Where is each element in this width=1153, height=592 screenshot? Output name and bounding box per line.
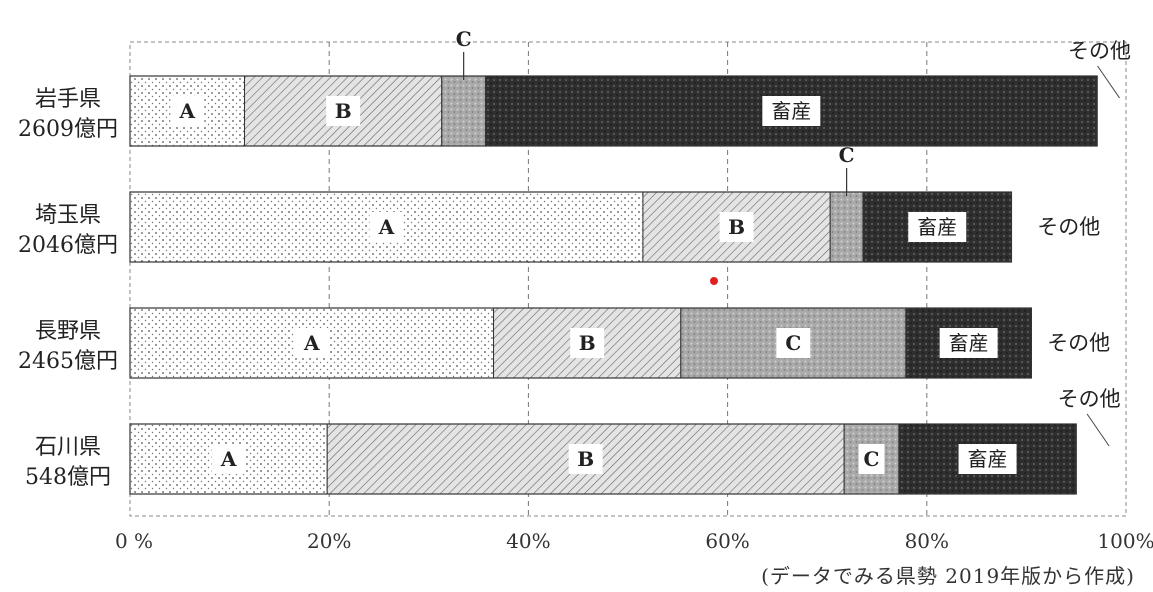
plot-frame <box>129 41 1127 517</box>
label-box <box>326 96 361 126</box>
source-note: (データでみる県勢 2019年版から作成) <box>761 564 1135 588</box>
bar-segment-C <box>829 191 864 263</box>
segment-label-その他: その他 <box>1037 215 1100 239</box>
category-name: 岩手県 <box>35 87 101 112</box>
x-tick-label: 80% <box>905 529 949 553</box>
segment-label-C: C <box>456 27 472 51</box>
segment-label-B: B <box>577 447 594 471</box>
label-box <box>939 328 998 358</box>
x-tick-label: 20% <box>307 529 351 553</box>
segment-label-B: B <box>579 331 596 355</box>
x-tick-label: 0 % <box>115 529 153 553</box>
category-total: 2609億円 <box>18 117 118 142</box>
segment-label-A: A <box>378 215 395 239</box>
label-box <box>568 444 603 474</box>
segment-label-C: C <box>785 331 801 355</box>
label-box <box>369 212 404 242</box>
segment-label-A: A <box>179 99 196 123</box>
label-box <box>908 212 967 242</box>
x-tick-label: 100% <box>1097 529 1153 553</box>
segment-label-畜産: 畜産 <box>771 99 811 123</box>
x-tick-label: 40% <box>506 529 550 553</box>
label-box <box>719 212 754 242</box>
category-total: 2046億円 <box>18 233 118 258</box>
segment-label-畜産: 畜産 <box>968 447 1008 471</box>
label-box <box>211 444 246 474</box>
label-box <box>858 444 885 474</box>
segment-label-B: B <box>728 215 745 239</box>
bar-outline <box>129 191 1013 263</box>
category-total: 548億円 <box>25 465 111 490</box>
leader-line <box>1097 65 1120 99</box>
red-dot-marker <box>710 277 718 285</box>
x-axis-tick-labels: 0 % 20% 40% 60% 80% 100% <box>115 529 1153 553</box>
category-name: 石川県 <box>35 435 101 460</box>
segment-label-畜産: 畜産 <box>949 331 989 355</box>
x-tick-label: 60% <box>705 529 749 553</box>
leader-line <box>1086 413 1110 447</box>
category-total: 2465億円 <box>18 349 118 374</box>
bar-outline <box>129 307 1032 379</box>
bar-segment-C <box>441 75 487 147</box>
segment-label-other: その他 <box>1058 387 1121 411</box>
segment-label-C: C <box>839 143 855 167</box>
segment-label-other: その他 <box>1068 39 1131 63</box>
category-name: 長野県 <box>35 319 101 344</box>
segment-label-畜産: 畜産 <box>917 215 957 239</box>
category-name: 埼玉県 <box>35 203 101 228</box>
label-box <box>776 328 811 358</box>
label-box <box>958 444 1017 474</box>
label-box <box>294 328 329 358</box>
label-box <box>762 96 821 126</box>
label-box <box>570 328 605 358</box>
bar-outline <box>129 423 1077 495</box>
label-box <box>170 96 205 126</box>
segment-label-A: A <box>220 447 237 471</box>
segment-label-A: A <box>303 331 320 355</box>
bar-outline <box>129 75 1098 147</box>
bars <box>129 75 1098 495</box>
segment-label-C: C <box>864 447 880 471</box>
segment-label-B: B <box>335 99 352 123</box>
segment-label-その他: その他 <box>1047 331 1110 355</box>
gridlines <box>129 41 1127 517</box>
